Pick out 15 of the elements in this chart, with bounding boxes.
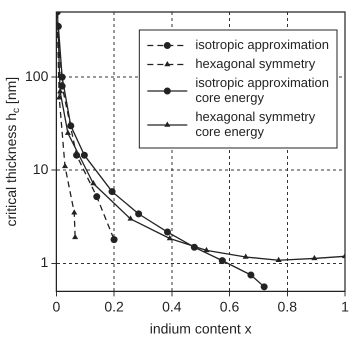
x-tick-label: 0.2 — [104, 298, 124, 315]
y-tick-label: 100 — [25, 68, 49, 84]
x-tick-label: 0.8 — [278, 298, 298, 315]
x-tick-label: 1 — [341, 298, 350, 315]
legend-label: hexagonal symmetry core energy — [195, 109, 316, 140]
x-axis-title: indium content x — [150, 320, 252, 336]
y-tick-label: 1 — [40, 254, 49, 270]
x-tick-label: 0.4 — [162, 298, 182, 315]
x-tick-label: 0.6 — [220, 298, 240, 315]
legend-label: hexagonal symmetry — [195, 56, 316, 72]
x-tick-label: 0 — [52, 298, 60, 315]
legend-label: isotropic approximation — [195, 37, 330, 52]
y-axis-title: critical thickness hc [nm] — [2, 76, 22, 227]
legend-label: isotropic approximation core energy — [195, 75, 330, 106]
y-tick-label: 10 — [32, 161, 49, 178]
